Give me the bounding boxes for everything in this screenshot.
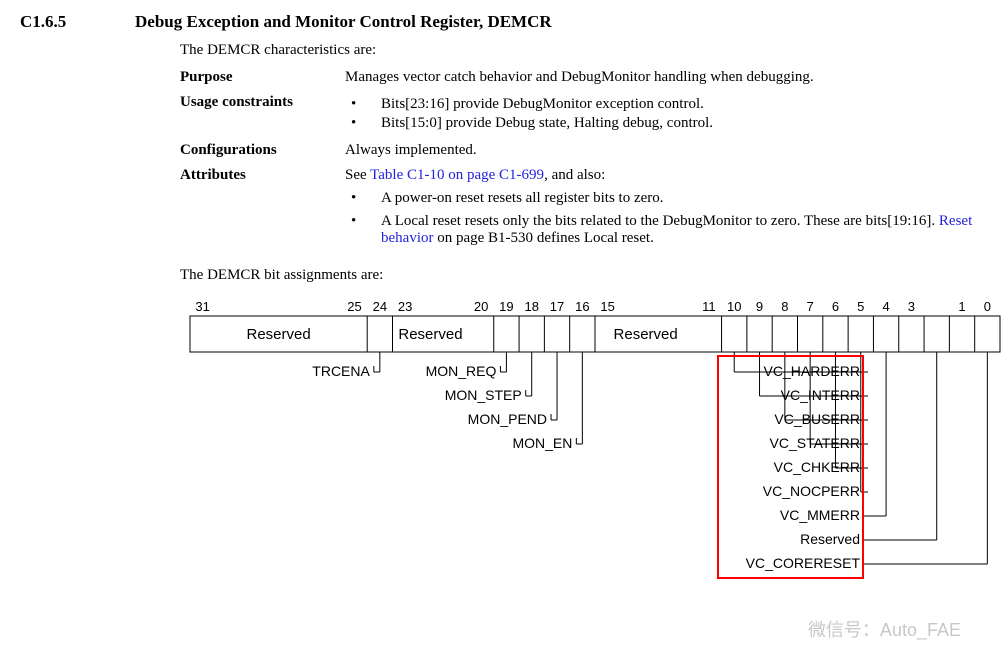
section-number: C1.6.5 (20, 12, 135, 32)
watermark: 微信号：Auto_FAE (808, 616, 961, 642)
section-body: The DEMCR characteristics are: Purpose M… (180, 42, 981, 601)
svg-text:0: 0 (984, 299, 991, 314)
bullet-icon: • (345, 190, 381, 207)
def-attr: Attributes See Table C1-10 on page C1-69… (180, 167, 981, 249)
usage-bullet-1: • Bits[23:16] provide DebugMonitor excep… (345, 96, 981, 113)
attr-b2-post1: on page B1-530 (433, 230, 533, 246)
svg-text:VC_CHKERR: VC_CHKERR (774, 459, 860, 475)
svg-text:VC_HARDERR: VC_HARDERR (764, 363, 860, 379)
svg-text:7: 7 (807, 299, 814, 314)
svg-text:MON_EN: MON_EN (512, 435, 572, 451)
svg-text:18: 18 (524, 299, 538, 314)
svg-text:MON_STEP: MON_STEP (445, 387, 522, 403)
svg-text:VC_MMERR: VC_MMERR (780, 507, 860, 523)
svg-text:1: 1 (958, 299, 965, 314)
svg-text:8: 8 (781, 299, 788, 314)
svg-text:25: 25 (347, 299, 361, 314)
intro-text: The DEMCR characteristics are: (180, 42, 981, 59)
svg-text:15: 15 (600, 299, 614, 314)
term-usage: Usage constraints (180, 94, 345, 134)
svg-text:VC_NOCPERR: VC_NOCPERR (763, 483, 860, 499)
svg-text:4: 4 (882, 299, 889, 314)
svg-text:16: 16 (575, 299, 589, 314)
def-config: Configurations Always implemented. (180, 142, 981, 159)
section-title: Debug Exception and Monitor Control Regi… (135, 12, 552, 32)
svg-text:VC_BUSERR: VC_BUSERR (774, 411, 860, 427)
bits-intro: The DEMCR bit assignments are: (180, 267, 981, 284)
svg-text:6: 6 (832, 299, 839, 314)
attr-pre: See (345, 167, 370, 183)
attr-b2-post2: defines Local reset. (533, 230, 654, 246)
usage-bullet-1-text: Bits[23:16] provide DebugMonitor excepti… (381, 96, 981, 113)
svg-text:3: 3 (908, 299, 915, 314)
svg-text:Reserved: Reserved (614, 326, 678, 343)
svg-text:11: 11 (702, 299, 716, 314)
def-config-text: Always implemented. (345, 142, 981, 159)
svg-text:17: 17 (550, 299, 564, 314)
attr-bullet-2-text: A Local reset resets only the bits relat… (381, 213, 981, 247)
svg-text:23: 23 (398, 299, 412, 314)
usage-bullet-2: • Bits[15:0] provide Debug state, Haltin… (345, 115, 981, 132)
attr-link-table[interactable]: Table C1-10 on page C1-699 (370, 167, 544, 183)
attr-b2-pre: A Local reset resets only the bits relat… (381, 213, 939, 229)
svg-text:20: 20 (474, 299, 488, 314)
svg-text:5: 5 (857, 299, 864, 314)
svg-text:TRCENA: TRCENA (312, 363, 370, 379)
attr-post: , and also: (544, 167, 605, 183)
svg-text:Reserved: Reserved (800, 531, 860, 547)
def-usage: Usage constraints • Bits[23:16] provide … (180, 94, 981, 134)
bullet-icon: • (345, 96, 381, 113)
term-purpose: Purpose (180, 69, 345, 86)
svg-text:31: 31 (195, 299, 209, 314)
bullet-icon: • (345, 115, 381, 132)
svg-text:9: 9 (756, 299, 763, 314)
svg-text:24: 24 (373, 299, 387, 314)
attr-lead: See Table C1-10 on page C1-699, and also… (345, 167, 981, 184)
section-heading: C1.6.5 Debug Exception and Monitor Contr… (20, 12, 981, 32)
svg-text:10: 10 (727, 299, 741, 314)
svg-text:VC_CORERESET: VC_CORERESET (746, 555, 861, 571)
svg-text:VC_INTERR: VC_INTERR (781, 387, 860, 403)
svg-text:VC_STATERR: VC_STATERR (770, 435, 861, 451)
def-attr-body: See Table C1-10 on page C1-699, and also… (345, 167, 981, 249)
attr-bullet-2: • A Local reset resets only the bits rel… (345, 213, 981, 247)
svg-text:MON_PEND: MON_PEND (468, 411, 547, 427)
usage-bullet-2-text: Bits[15:0] provide Debug state, Halting … (381, 115, 981, 132)
svg-text:19: 19 (499, 299, 513, 314)
term-config: Configurations (180, 142, 345, 159)
attr-bullet-1: • A power-on reset resets all register b… (345, 190, 981, 207)
def-purpose: Purpose Manages vector catch behavior an… (180, 69, 981, 86)
def-usage-list: • Bits[23:16] provide DebugMonitor excep… (345, 94, 981, 134)
attr-bullet-1-text: A power-on reset resets all register bit… (381, 190, 981, 207)
svg-text:MON_REQ: MON_REQ (426, 363, 497, 379)
svg-text:Reserved: Reserved (398, 326, 462, 343)
term-attr: Attributes (180, 167, 345, 249)
svg-text:Reserved: Reserved (246, 326, 310, 343)
bullet-icon: • (345, 213, 381, 230)
def-purpose-text: Manages vector catch behavior and DebugM… (345, 69, 981, 86)
register-bit-diagram: 312524232019181716151110987654310Reserve… (180, 296, 1001, 596)
